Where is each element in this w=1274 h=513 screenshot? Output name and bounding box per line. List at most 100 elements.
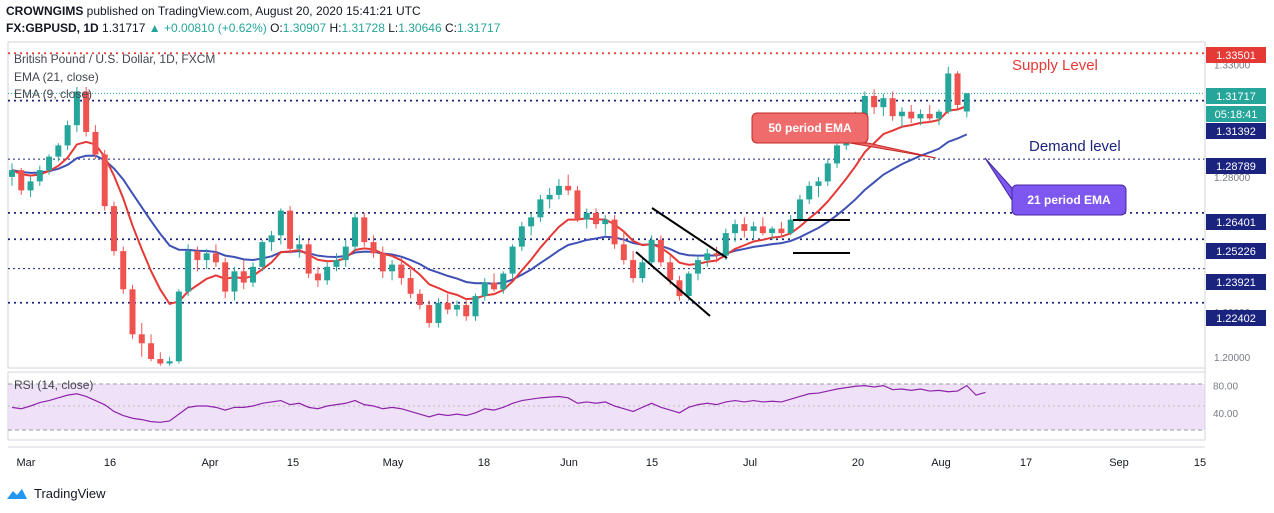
candle[interactable] <box>685 273 692 297</box>
candle[interactable] <box>314 273 321 281</box>
candle[interactable] <box>351 217 358 247</box>
candle[interactable] <box>64 125 71 146</box>
candle[interactable] <box>889 98 896 117</box>
candle[interactable] <box>611 219 618 245</box>
candle[interactable] <box>861 95 868 117</box>
candle[interactable] <box>389 264 396 272</box>
candle[interactable] <box>908 111 915 119</box>
candle[interactable] <box>194 251 201 261</box>
candle[interactable] <box>138 334 145 344</box>
candle[interactable] <box>593 212 600 225</box>
candle[interactable] <box>620 244 627 261</box>
candle[interactable] <box>769 228 776 234</box>
candle[interactable] <box>287 210 294 249</box>
candle[interactable] <box>453 305 460 310</box>
candle[interactable] <box>370 242 377 254</box>
candle[interactable] <box>713 253 720 256</box>
candle[interactable] <box>926 113 933 119</box>
candle[interactable] <box>250 266 257 283</box>
candle[interactable] <box>259 242 266 267</box>
candle[interactable] <box>602 219 609 225</box>
candle[interactable] <box>435 302 442 324</box>
candle[interactable] <box>639 262 646 279</box>
candle[interactable] <box>268 235 275 243</box>
candle[interactable] <box>416 293 423 306</box>
candle[interactable] <box>27 181 34 191</box>
candle[interactable] <box>305 244 312 274</box>
candle[interactable] <box>231 271 238 292</box>
candle[interactable] <box>555 185 562 195</box>
candle[interactable] <box>750 226 757 231</box>
candle[interactable] <box>500 273 507 290</box>
candle[interactable] <box>759 226 766 234</box>
candle[interactable] <box>732 224 739 234</box>
candle[interactable] <box>871 95 878 108</box>
candle[interactable] <box>361 217 368 243</box>
candle[interactable] <box>806 185 813 200</box>
candle[interactable] <box>18 170 25 191</box>
candle[interactable] <box>120 251 127 290</box>
price-pane[interactable] <box>7 41 1206 369</box>
candle[interactable] <box>945 73 952 112</box>
candle[interactable] <box>129 289 136 335</box>
candle[interactable] <box>9 170 15 177</box>
candle[interactable] <box>537 199 544 218</box>
candle[interactable] <box>203 253 210 261</box>
candle[interactable] <box>936 111 942 119</box>
candle[interactable] <box>796 199 803 220</box>
candle[interactable] <box>407 278 414 294</box>
candle[interactable] <box>574 190 581 220</box>
candle[interactable] <box>917 113 924 119</box>
candle[interactable] <box>815 181 822 186</box>
candle[interactable] <box>379 253 386 272</box>
candle[interactable] <box>583 212 590 220</box>
candle[interactable] <box>676 280 683 297</box>
candle[interactable] <box>880 98 887 108</box>
candle[interactable] <box>73 91 80 126</box>
candle[interactable] <box>296 244 303 249</box>
candle[interactable] <box>83 91 90 132</box>
candle[interactable] <box>648 239 655 263</box>
candle[interactable] <box>898 111 905 117</box>
candle[interactable] <box>834 145 841 164</box>
candle[interactable] <box>546 194 553 200</box>
candle[interactable] <box>518 226 525 247</box>
candle[interactable] <box>824 163 831 182</box>
candle[interactable] <box>509 246 516 274</box>
candle[interactable] <box>46 156 53 171</box>
candle[interactable] <box>741 224 748 231</box>
footer-brand[interactable]: TradingView <box>6 486 106 501</box>
candle[interactable] <box>528 217 535 227</box>
candle[interactable] <box>222 262 229 292</box>
candle[interactable] <box>667 262 674 281</box>
candle[interactable] <box>463 305 470 317</box>
candle[interactable] <box>342 246 349 261</box>
candle[interactable] <box>481 282 488 297</box>
candle[interactable] <box>324 266 331 281</box>
candle[interactable] <box>148 343 155 360</box>
candle[interactable] <box>722 233 729 256</box>
candle[interactable] <box>657 239 664 263</box>
candle[interactable] <box>778 228 785 234</box>
candle[interactable] <box>240 271 247 283</box>
candle[interactable] <box>277 210 284 236</box>
candle[interactable] <box>101 154 108 207</box>
candle[interactable] <box>787 219 794 234</box>
candle[interactable] <box>565 185 572 191</box>
candle[interactable] <box>472 296 479 317</box>
candle[interactable] <box>55 145 62 157</box>
candle[interactable] <box>166 361 173 364</box>
candle[interactable] <box>491 282 498 290</box>
candle[interactable] <box>963 93 970 112</box>
candle[interactable] <box>426 305 433 324</box>
candle[interactable] <box>92 131 99 155</box>
candle[interactable] <box>954 73 961 105</box>
candle[interactable] <box>175 291 182 362</box>
candle[interactable] <box>212 253 219 263</box>
candle[interactable] <box>398 264 405 279</box>
candle[interactable] <box>704 253 711 261</box>
candle[interactable] <box>444 302 451 310</box>
candle[interactable] <box>36 170 43 182</box>
candle[interactable] <box>333 260 340 267</box>
